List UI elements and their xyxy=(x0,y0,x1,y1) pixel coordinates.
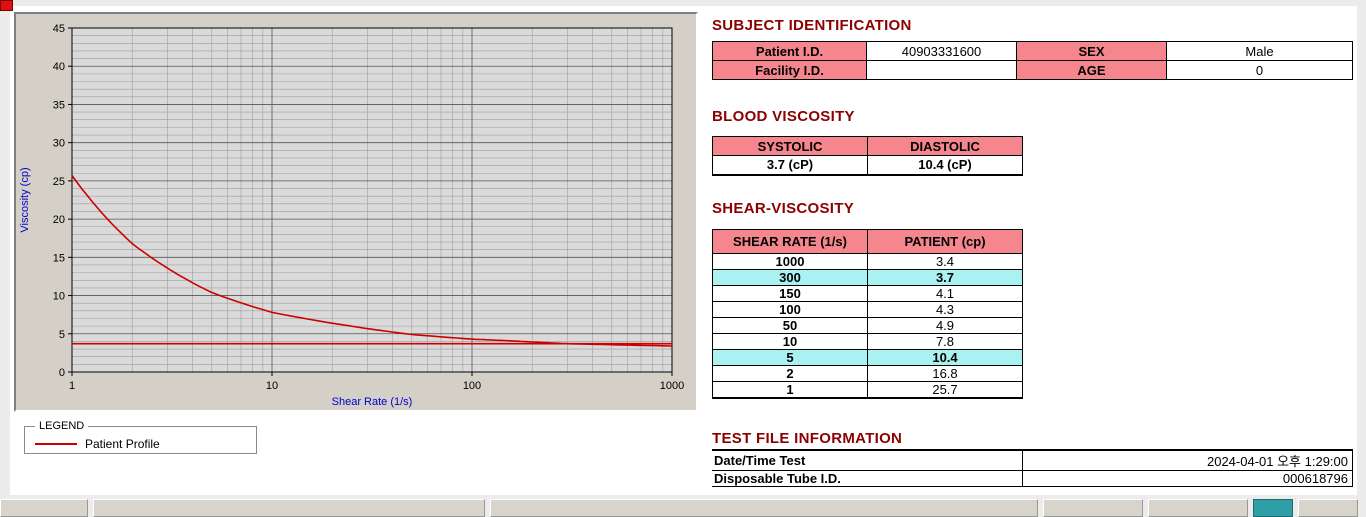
table-header-row: SHEAR RATE (1/s) PATIENT (cp) xyxy=(712,229,1023,254)
svg-text:1: 1 xyxy=(69,380,75,392)
shear-viscosity-table: SHEAR RATE (1/s) PATIENT (cp) 1000 3.4 300… xyxy=(712,229,1023,399)
svg-text:40: 40 xyxy=(53,61,65,73)
taskbar-button[interactable] xyxy=(1298,499,1358,517)
shear-rate-cell: 300 xyxy=(712,269,868,286)
patient-cp-cell: 4.3 xyxy=(867,301,1023,318)
age-value: 0 xyxy=(1166,60,1353,80)
svg-text:5: 5 xyxy=(59,329,65,341)
svg-text:45: 45 xyxy=(53,23,65,35)
patient-cp-cell: 25.7 xyxy=(867,381,1023,399)
subject-identification-table: Patient I.D. 40903331600 SEX Male Facili… xyxy=(712,41,1353,80)
chart-legend: LEGEND Patient Profile xyxy=(24,420,257,454)
svg-text:Viscosity (cp): Viscosity (cp) xyxy=(19,167,31,232)
taskbar-button[interactable] xyxy=(490,499,1038,517)
shear-rate-cell: 2 xyxy=(712,365,868,382)
table-row: Disposable Tube I.D. 000618796 xyxy=(712,470,1353,487)
shear-viscosity-row: 10 7.8 xyxy=(712,333,1023,350)
shear-viscosity-row: 1000 3.4 xyxy=(712,253,1023,270)
table-row: Patient I.D. 40903331600 SEX Male xyxy=(712,41,1353,61)
shear-viscosity-row: 50 4.9 xyxy=(712,317,1023,334)
shear-viscosity-row: 2 16.8 xyxy=(712,365,1023,382)
patient-cp-cell: 4.9 xyxy=(867,317,1023,334)
taskbar-button[interactable] xyxy=(0,499,88,517)
shear-rate-cell: 10 xyxy=(712,333,868,350)
svg-text:10: 10 xyxy=(266,380,278,392)
patient-column-header: PATIENT (cp) xyxy=(867,229,1023,254)
test-file-information-heading: TEST FILE INFORMATION xyxy=(712,430,903,447)
disposable-tube-id-value: 000618796 xyxy=(1021,470,1353,487)
legend-title: LEGEND xyxy=(39,420,85,432)
patient-cp-cell: 3.4 xyxy=(867,253,1023,270)
table-row: Date/Time Test 2024-04-01 오후 1:29:00 xyxy=(712,450,1353,471)
patient-id-label: Patient I.D. xyxy=(712,41,867,61)
svg-text:Shear Rate (1/s): Shear Rate (1/s) xyxy=(332,396,413,408)
table-row: Facility I.D. AGE 0 xyxy=(712,60,1353,80)
facility-id-value xyxy=(866,60,1017,80)
subject-identification-heading: SUBJECT IDENTIFICATION xyxy=(712,17,912,34)
svg-text:30: 30 xyxy=(53,138,65,150)
svg-text:15: 15 xyxy=(53,252,65,264)
shear-viscosity-heading: SHEAR-VISCOSITY xyxy=(712,200,855,217)
svg-text:20: 20 xyxy=(53,214,65,226)
shear-rate-cell: 50 xyxy=(712,317,868,334)
svg-text:25: 25 xyxy=(53,176,65,188)
sex-value: Male xyxy=(1166,41,1353,61)
viscosity-chart-panel: 0 5 10 15 20 25 30 35 40 45 1 10 100 1000 Shear Rate (… xyxy=(14,12,698,412)
blood-viscosity-heading: BLOOD VISCOSITY xyxy=(712,108,855,125)
taskbar-button[interactable] xyxy=(1148,499,1248,517)
svg-text:100: 100 xyxy=(463,380,481,392)
patient-cp-cell: 16.8 xyxy=(867,365,1023,382)
diastolic-value: 10.4 (cP) xyxy=(867,155,1023,175)
legend-line-sample xyxy=(35,443,77,445)
disposable-tube-id-label: Disposable Tube I.D. xyxy=(712,470,1022,487)
shear-viscosity-chart: 0 5 10 15 20 25 30 35 40 45 1 10 100 1000 Shear Rate (… xyxy=(19,23,684,408)
svg-text:0: 0 xyxy=(59,367,65,379)
shear-rate-cell: 150 xyxy=(712,285,868,302)
shear-rate-cell: 1000 xyxy=(712,253,868,270)
blood-viscosity-table: SYSTOLIC DIASTOLIC 3.7 (cP) 10.4 (cP) xyxy=(712,136,1023,176)
shear-viscosity-row: 1 25.7 xyxy=(712,381,1023,399)
table-row: 3.7 (cP) 10.4 (cP) xyxy=(712,155,1023,175)
facility-id-label: Facility I.D. xyxy=(712,60,867,80)
taskbar-button[interactable] xyxy=(93,499,485,517)
diastolic-header: DIASTOLIC xyxy=(867,136,1023,156)
taskbar xyxy=(0,497,1366,517)
shear-viscosity-row: 300 3.7 xyxy=(712,269,1023,286)
sex-label: SEX xyxy=(1016,41,1167,61)
table-row: SYSTOLIC DIASTOLIC xyxy=(712,136,1023,156)
patient-id-value: 40903331600 xyxy=(866,41,1017,61)
legend-entry: Patient Profile xyxy=(35,437,248,451)
window-corner-chip xyxy=(0,0,13,11)
age-label: AGE xyxy=(1016,60,1167,80)
taskbar-button[interactable] xyxy=(1253,499,1293,517)
svg-text:10: 10 xyxy=(53,291,65,303)
systolic-value: 3.7 (cP) xyxy=(712,155,868,175)
patient-cp-cell: 4.1 xyxy=(867,285,1023,302)
date-time-test-value: 2024-04-01 오후 1:29:00 xyxy=(1021,450,1353,471)
shear-rate-cell: 5 xyxy=(712,349,868,366)
date-time-test-label: Date/Time Test xyxy=(712,450,1022,471)
patient-cp-cell: 10.4 xyxy=(867,349,1023,366)
svg-text:35: 35 xyxy=(53,99,65,111)
patient-cp-cell: 7.8 xyxy=(867,333,1023,350)
patient-cp-cell: 3.7 xyxy=(867,269,1023,286)
shear-rate-cell: 100 xyxy=(712,301,868,318)
shear-rate-column-header: SHEAR RATE (1/s) xyxy=(712,229,868,254)
shear-viscosity-row: 150 4.1 xyxy=(712,285,1023,302)
systolic-header: SYSTOLIC xyxy=(712,136,868,156)
legend-entry-label: Patient Profile xyxy=(85,437,160,451)
shear-rate-cell: 1 xyxy=(712,381,868,399)
shear-viscosity-row: 100 4.3 xyxy=(712,301,1023,318)
shear-viscosity-row: 5 10.4 xyxy=(712,349,1023,366)
svg-text:1000: 1000 xyxy=(660,380,684,392)
taskbar-button[interactable] xyxy=(1043,499,1143,517)
test-file-information-table: Date/Time Test 2024-04-01 오후 1:29:00 Dis… xyxy=(712,449,1353,487)
